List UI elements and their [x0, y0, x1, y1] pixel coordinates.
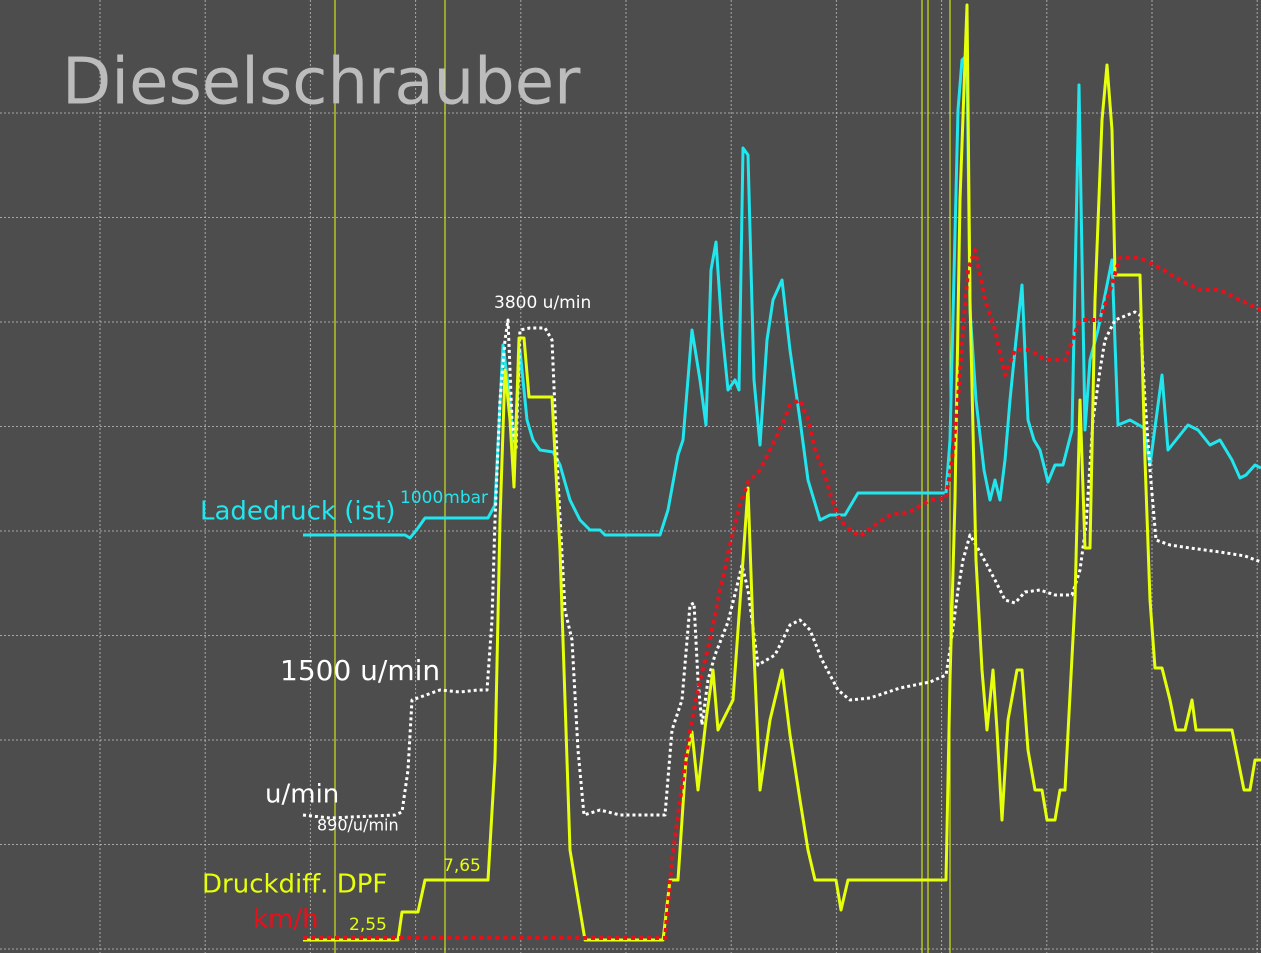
- annotation: 7,65: [443, 856, 481, 876]
- series-label: Ladedruck (ist): [200, 497, 395, 527]
- series-line: [302, 310, 1261, 820]
- marker-lines: [334, 0, 951, 953]
- series-label: Druckdiff. DPF: [202, 870, 387, 900]
- series-label: km/h: [253, 905, 319, 935]
- chart-title: Dieselschrauber: [62, 46, 581, 120]
- annotation: 1000mbar: [400, 488, 488, 508]
- annotation: 3800 u/min: [494, 293, 591, 313]
- series-line: [303, 3, 1261, 942]
- annotation: 1500 u/min: [280, 654, 440, 687]
- series-line: [303, 53, 1261, 540]
- annotation: 890/u/min: [317, 816, 399, 835]
- plot: [302, 3, 1261, 942]
- annotation: 2,55: [349, 915, 387, 935]
- series-label: u/min: [265, 780, 339, 810]
